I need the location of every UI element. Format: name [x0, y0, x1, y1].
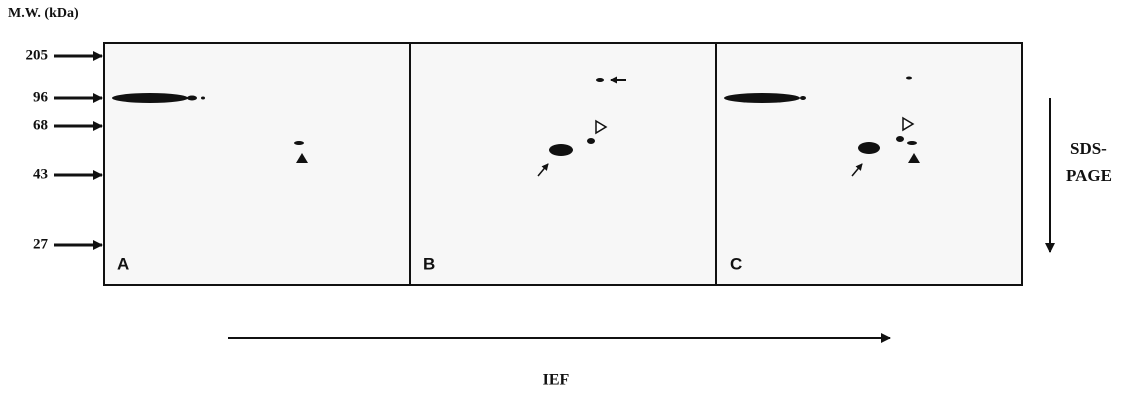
spot: [294, 141, 304, 145]
marker-label: 205: [26, 47, 49, 63]
figure: M.W. (kDa) 205 96 68 43 27: [0, 0, 1144, 393]
page: M.W. (kDa) 205 96 68 43 27: [0, 0, 1144, 398]
horizontal-axis-label: IEF: [543, 372, 570, 389]
spot: [858, 142, 880, 154]
marker-label: 27: [33, 236, 49, 252]
spot: [724, 93, 800, 103]
vertical-axis-label: PAGE: [1066, 166, 1112, 185]
markers: 205 96 68 43 27: [26, 47, 103, 252]
spot: [587, 138, 595, 144]
panel-label: A: [117, 254, 129, 273]
spot: [112, 93, 188, 103]
spot: [596, 78, 604, 82]
marker-label: 68: [33, 117, 48, 133]
panel-frame: [716, 43, 1022, 285]
spot: [907, 141, 917, 145]
spot: [896, 136, 904, 142]
spot: [187, 96, 197, 101]
marker-label: 96: [33, 89, 49, 105]
spot: [201, 97, 205, 100]
panel-frame: [410, 43, 716, 285]
panel-label: C: [730, 254, 742, 273]
panel-frame: [104, 43, 410, 285]
axis-label: M.W. (kDa): [8, 6, 79, 21]
panel-label: B: [423, 254, 435, 273]
gel-panels: [104, 43, 1022, 285]
vertical-axis-label: SDS-: [1070, 139, 1107, 158]
marker-label: 43: [33, 166, 48, 182]
spot: [800, 96, 806, 100]
spot: [549, 144, 573, 156]
spot: [906, 77, 912, 80]
